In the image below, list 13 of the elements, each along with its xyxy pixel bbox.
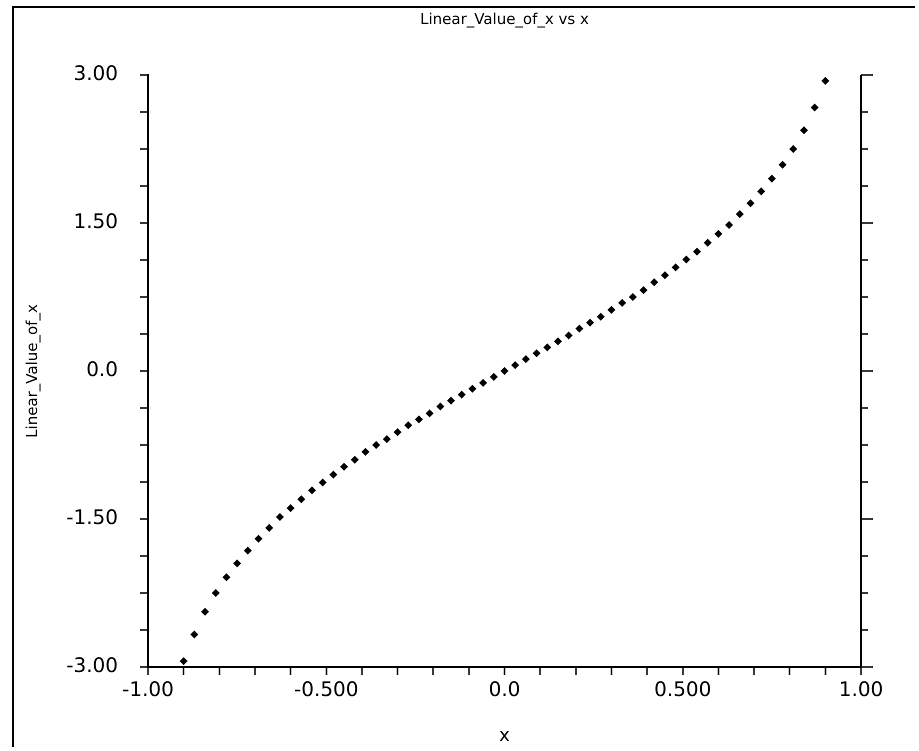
y-tick-label: 1.50 xyxy=(73,209,118,234)
y-tick-label: 0.0 xyxy=(86,357,118,382)
y-tick-label: -3.00 xyxy=(66,653,118,678)
x-tick-label: 0.500 xyxy=(654,677,712,702)
x-tick-label: 1.00 xyxy=(838,677,884,702)
x-axis-title: x xyxy=(499,724,510,746)
x-tick-label: -1.00 xyxy=(122,677,174,702)
y-tick-label: 3.00 xyxy=(73,61,118,86)
y-tick-label: -1.50 xyxy=(66,505,118,530)
x-tick-label: 0.0 xyxy=(488,677,520,702)
y-axis-title: Linear_Value_of_x xyxy=(22,304,41,438)
x-tick-label: -0.500 xyxy=(294,677,358,702)
chart-title: Linear_Value_of_x vs x xyxy=(420,10,589,28)
